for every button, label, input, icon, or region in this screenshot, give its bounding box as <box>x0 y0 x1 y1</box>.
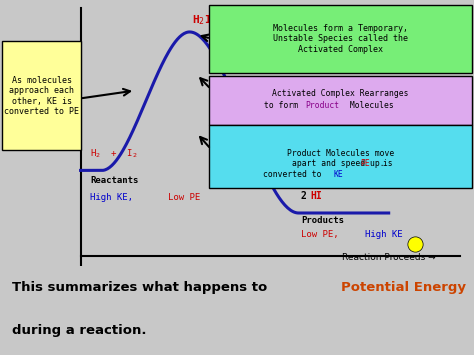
FancyBboxPatch shape <box>2 41 81 151</box>
FancyBboxPatch shape <box>209 5 472 73</box>
FancyBboxPatch shape <box>209 125 472 188</box>
Text: during a reaction.: during a reaction. <box>12 324 146 337</box>
Text: 2: 2 <box>301 191 313 201</box>
Text: H$_2$  +  I$_2$: H$_2$ + I$_2$ <box>90 147 138 160</box>
Text: Molecules form a Temporary,
Unstable Species called the
Activated Complex: Molecules form a Temporary, Unstable Spe… <box>273 24 408 54</box>
Text: Product Molecules move: Product Molecules move <box>287 149 394 158</box>
Text: PE: PE <box>360 159 370 168</box>
Text: to form: to form <box>264 101 303 110</box>
Text: apart and speed up.: apart and speed up. <box>292 159 389 168</box>
Text: Product: Product <box>306 101 340 110</box>
Text: Products: Products <box>301 215 344 225</box>
FancyBboxPatch shape <box>209 76 472 125</box>
Text: Molecules: Molecules <box>345 101 393 110</box>
Text: Low PE,: Low PE, <box>301 230 344 239</box>
Text: KE: KE <box>333 170 343 179</box>
Text: Reaction Proceeds →: Reaction Proceeds → <box>342 253 436 262</box>
Text: is: is <box>378 159 392 168</box>
Text: High KE,: High KE, <box>90 193 138 202</box>
Text: High KE: High KE <box>365 230 402 239</box>
Text: Activated Complex Rearranges: Activated Complex Rearranges <box>272 89 409 98</box>
Text: Reactants: Reactants <box>90 176 138 185</box>
Text: Energy (kJ): Energy (kJ) <box>11 64 64 74</box>
Text: Low PE: Low PE <box>168 193 201 202</box>
Text: HI: HI <box>310 191 322 201</box>
Text: As molecules
approach each
other, KE is
converted to PE: As molecules approach each other, KE is … <box>4 76 79 116</box>
Text: Potential Energy: Potential Energy <box>341 281 466 294</box>
Text: This summarizes what happens to: This summarizes what happens to <box>12 281 272 294</box>
Text: Potential: Potential <box>17 43 59 53</box>
Text: converted to: converted to <box>263 170 326 179</box>
Text: H$_2$I$_2$: H$_2$I$_2$ <box>192 13 217 27</box>
